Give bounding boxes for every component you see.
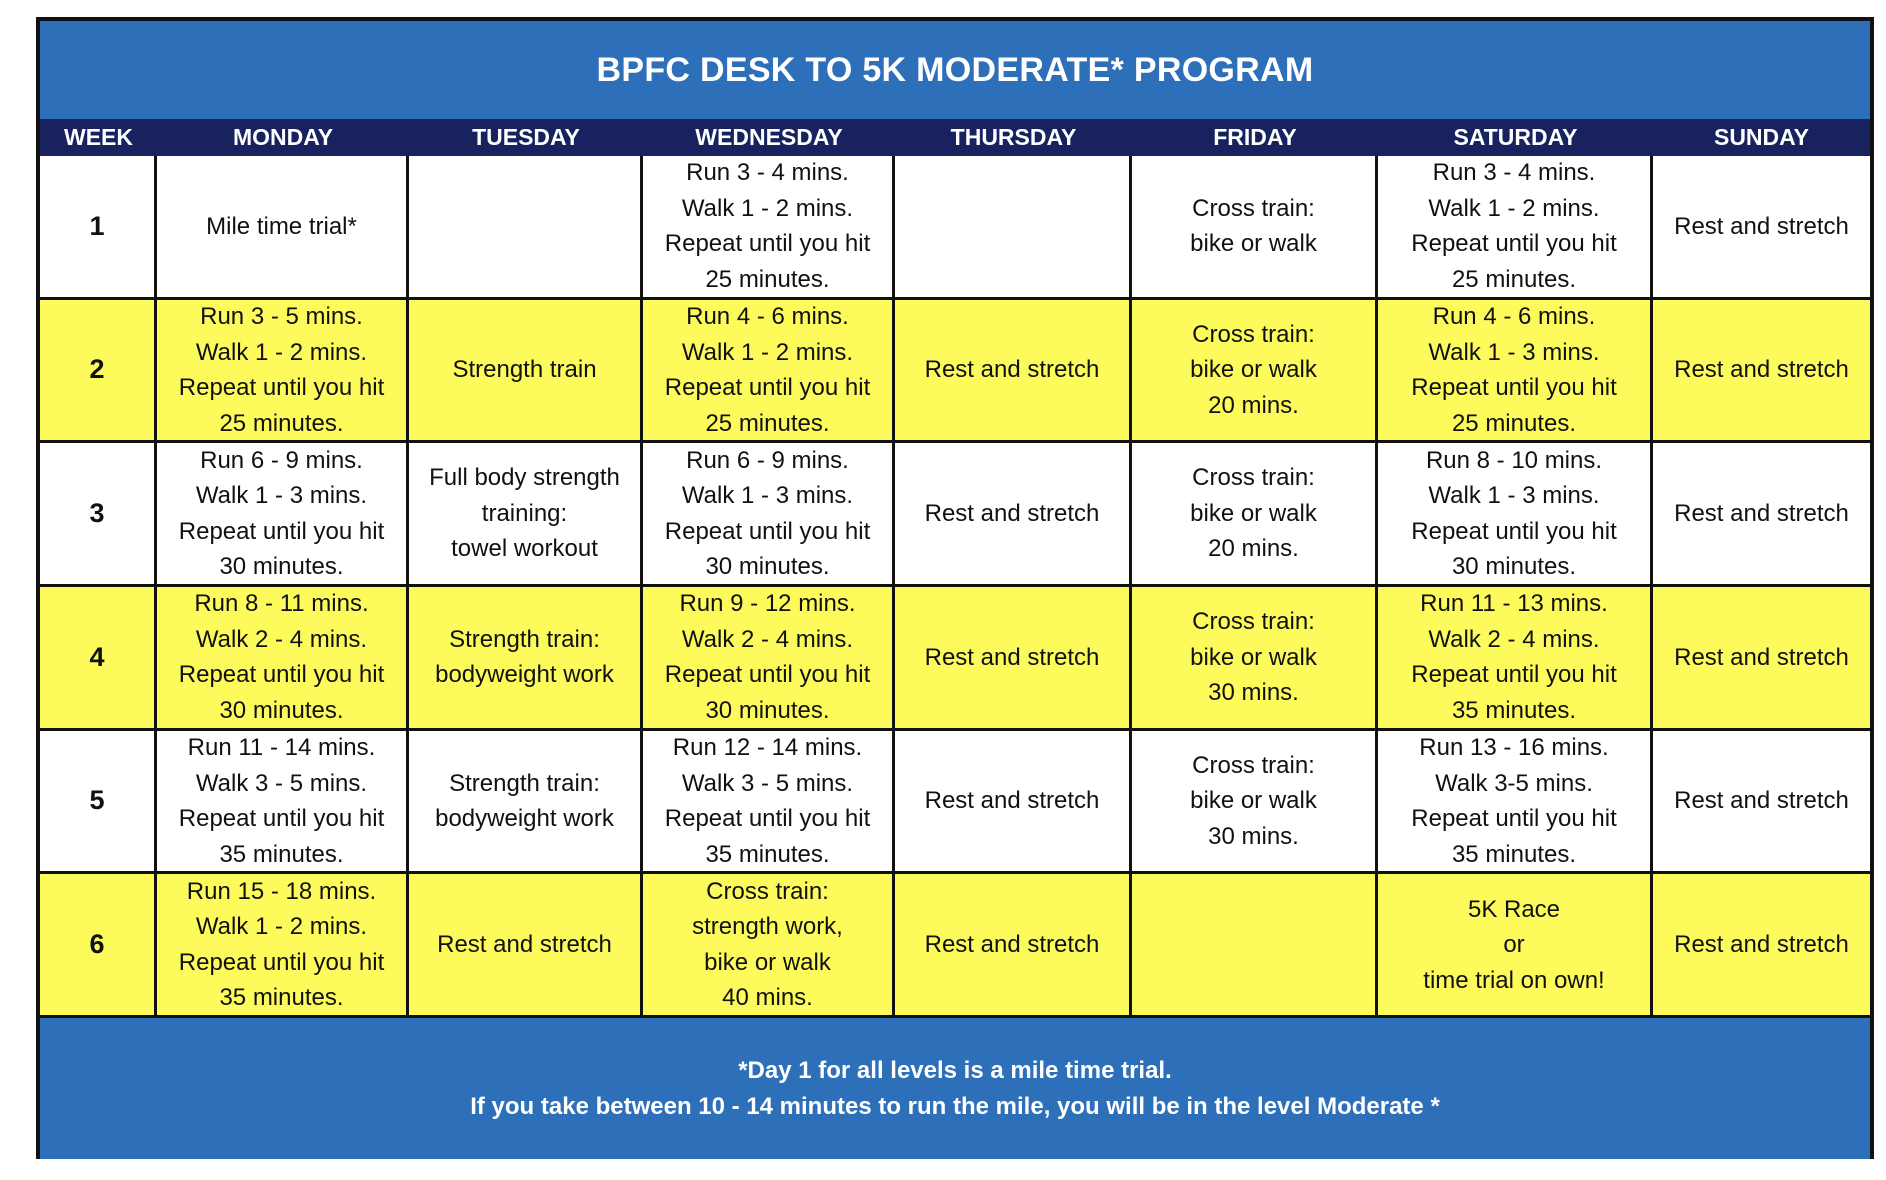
saturday-cell: Run 13 - 16 mins. Walk 3-5 mins. Repeat …: [1378, 730, 1653, 875]
sunday-cell: Rest and stretch: [1653, 874, 1870, 1019]
sunday-cell: Rest and stretch: [1653, 299, 1870, 444]
thursday-cell: Rest and stretch: [895, 730, 1132, 875]
header-tuesday: TUESDAY: [472, 124, 580, 150]
wednesday-cell: Run 6 - 9 mins. Walk 1 - 3 mins. Repeat …: [643, 443, 895, 588]
footer-note: *Day 1 for all levels is a mile time tri…: [40, 1018, 1870, 1159]
sunday-cell: Rest and stretch: [1653, 156, 1870, 300]
tuesday-cell: Strength train: bodyweight work: [409, 587, 643, 731]
thursday-cell: Rest and stretch: [895, 299, 1132, 444]
header-row: WEEK MONDAY TUESDAY WEDNESDAY THURSDAY F…: [40, 119, 1870, 156]
monday-cell: Run 11 - 14 mins. Walk 3 - 5 mins. Repea…: [157, 730, 409, 875]
header-wednesday: WEDNESDAY: [695, 124, 843, 150]
header-week: WEEK: [64, 124, 133, 150]
monday-cell: Run 8 - 11 mins. Walk 2 - 4 mins. Repeat…: [157, 587, 409, 731]
tuesday-cell: [409, 156, 643, 300]
program-table: BPFC DESK TO 5K MODERATE* PROGRAM WEEK M…: [36, 17, 1874, 1159]
footer-line-1: *Day 1 for all levels is a mile time tri…: [738, 1056, 1172, 1084]
saturday-cell: 5K Race or time trial on own!: [1378, 874, 1653, 1019]
sunday-cell: Rest and stretch: [1653, 730, 1870, 875]
friday-cell: Cross train: bike or walk 20 mins.: [1132, 299, 1378, 444]
sunday-cell: Rest and stretch: [1653, 443, 1870, 588]
wednesday-cell: Run 9 - 12 mins. Walk 2 - 4 mins. Repeat…: [643, 587, 895, 731]
monday-cell: Mile time trial*: [157, 156, 409, 300]
monday-cell: Run 3 - 5 mins. Walk 1 - 2 mins. Repeat …: [157, 299, 409, 444]
friday-cell: Cross train: bike or walk 20 mins.: [1132, 443, 1378, 588]
monday-cell: Run 15 - 18 mins. Walk 1 - 2 mins. Repea…: [157, 874, 409, 1019]
week-number: 3: [40, 443, 157, 588]
header-sunday: SUNDAY: [1713, 124, 1809, 150]
header-saturday: SATURDAY: [1453, 124, 1578, 150]
wednesday-cell: Cross train: strength work, bike or walk…: [643, 874, 895, 1019]
friday-cell: Cross train: bike or walk 30 mins.: [1132, 587, 1378, 731]
saturday-cell: Run 11 - 13 mins. Walk 2 - 4 mins. Repea…: [1378, 587, 1653, 731]
friday-cell: [1132, 874, 1378, 1019]
saturday-cell: Run 8 - 10 mins. Walk 1 - 3 mins. Repeat…: [1378, 443, 1653, 588]
page-title: BPFC DESK TO 5K MODERATE* PROGRAM: [40, 21, 1870, 119]
schedule-grid: 1 Mile time trial* Run 3 - 4 mins. Walk …: [40, 156, 1870, 1019]
monday-cell: Run 6 - 9 mins. Walk 1 - 3 mins. Repeat …: [157, 443, 409, 588]
header-thursday: THURSDAY: [950, 124, 1077, 150]
saturday-cell: Run 4 - 6 mins. Walk 1 - 3 mins. Repeat …: [1378, 299, 1653, 444]
tuesday-cell: Full body strength training: towel worko…: [409, 443, 643, 588]
thursday-cell: [895, 156, 1132, 300]
week-number: 5: [40, 730, 157, 875]
wednesday-cell: Run 12 - 14 mins. Walk 3 - 5 mins. Repea…: [643, 730, 895, 875]
week-number: 2: [40, 299, 157, 444]
thursday-cell: Rest and stretch: [895, 443, 1132, 588]
tuesday-cell: Strength train: bodyweight work: [409, 730, 643, 875]
friday-cell: Cross train: bike or walk 30 mins.: [1132, 730, 1378, 875]
thursday-cell: Rest and stretch: [895, 874, 1132, 1019]
wednesday-cell: Run 3 - 4 mins. Walk 1 - 2 mins. Repeat …: [643, 156, 895, 300]
tuesday-cell: Rest and stretch: [409, 874, 643, 1019]
friday-cell: Cross train: bike or walk: [1132, 156, 1378, 300]
week-number: 4: [40, 587, 157, 731]
tuesday-cell: Strength train: [409, 299, 643, 444]
sunday-cell: Rest and stretch: [1653, 587, 1870, 731]
header-friday: FRIDAY: [1213, 124, 1297, 150]
saturday-cell: Run 3 - 4 mins. Walk 1 - 2 mins. Repeat …: [1378, 156, 1653, 300]
header-monday: MONDAY: [232, 124, 334, 150]
thursday-cell: Rest and stretch: [895, 587, 1132, 731]
wednesday-cell: Run 4 - 6 mins. Walk 1 - 2 mins. Repeat …: [643, 299, 895, 444]
week-number: 1: [40, 156, 157, 300]
week-number: 6: [40, 874, 157, 1019]
footer-line-2: If you take between 10 - 14 minutes to r…: [470, 1092, 1440, 1120]
